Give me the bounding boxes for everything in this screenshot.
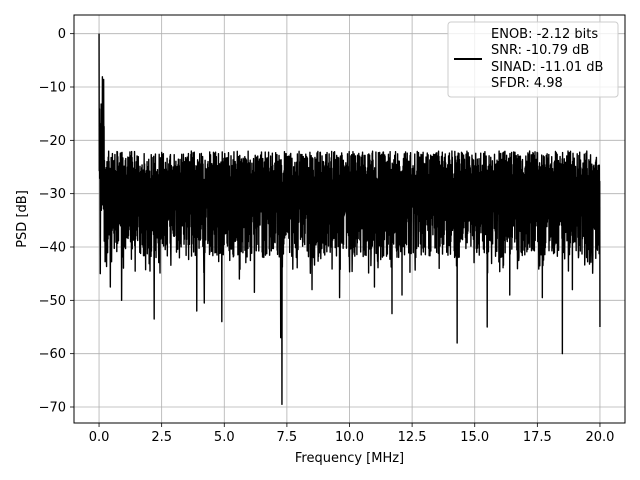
x-tick-label: 2.5 [151,430,172,445]
x-axis-ticks: 0.0 2.5 5.0 7.5 10.0 12.5 15.0 17.5 20.0 [89,423,614,445]
x-tick-label: 0.0 [89,430,110,445]
x-tick-label: 7.5 [277,430,298,445]
y-axis-ticks: 0 −10 −20 −30 −40 −50 −60 −70 [39,27,74,416]
y-axis-label: PSD [dB] [15,190,30,248]
x-tick-label: 15.0 [460,430,489,445]
legend-text-enob: ENOB: -2.12 bits [491,27,598,42]
x-tick-label: 5.0 [214,430,235,445]
psd-series-line [98,33,601,406]
x-tick-label: 10.0 [335,430,364,445]
y-tick-label: −60 [39,347,66,362]
y-tick-label: −70 [39,401,66,416]
x-tick-label: 20.0 [585,430,614,445]
y-tick-label: −20 [39,134,66,149]
legend-box [447,21,619,98]
legend-text-sinad: SINAD: -11.01 dB [491,60,603,75]
x-axis-label: Frequency [MHz] [295,451,404,466]
y-tick-label: −40 [39,241,66,256]
legend-text-snr: SNR: -10.79 dB [491,43,589,58]
y-tick-label: −10 [39,81,66,96]
legend-text-sfdr: SFDR: 4.98 [491,76,563,91]
series-layer [98,33,601,406]
y-tick-label: 0 [58,27,66,42]
y-tick-label: −50 [39,294,66,309]
x-tick-label: 17.5 [523,430,552,445]
x-tick-label: 12.5 [398,430,427,445]
y-tick-label: −30 [39,187,66,202]
legend: ENOB: -2.12 bits SNR: -10.79 dB SINAD: -… [447,21,619,98]
